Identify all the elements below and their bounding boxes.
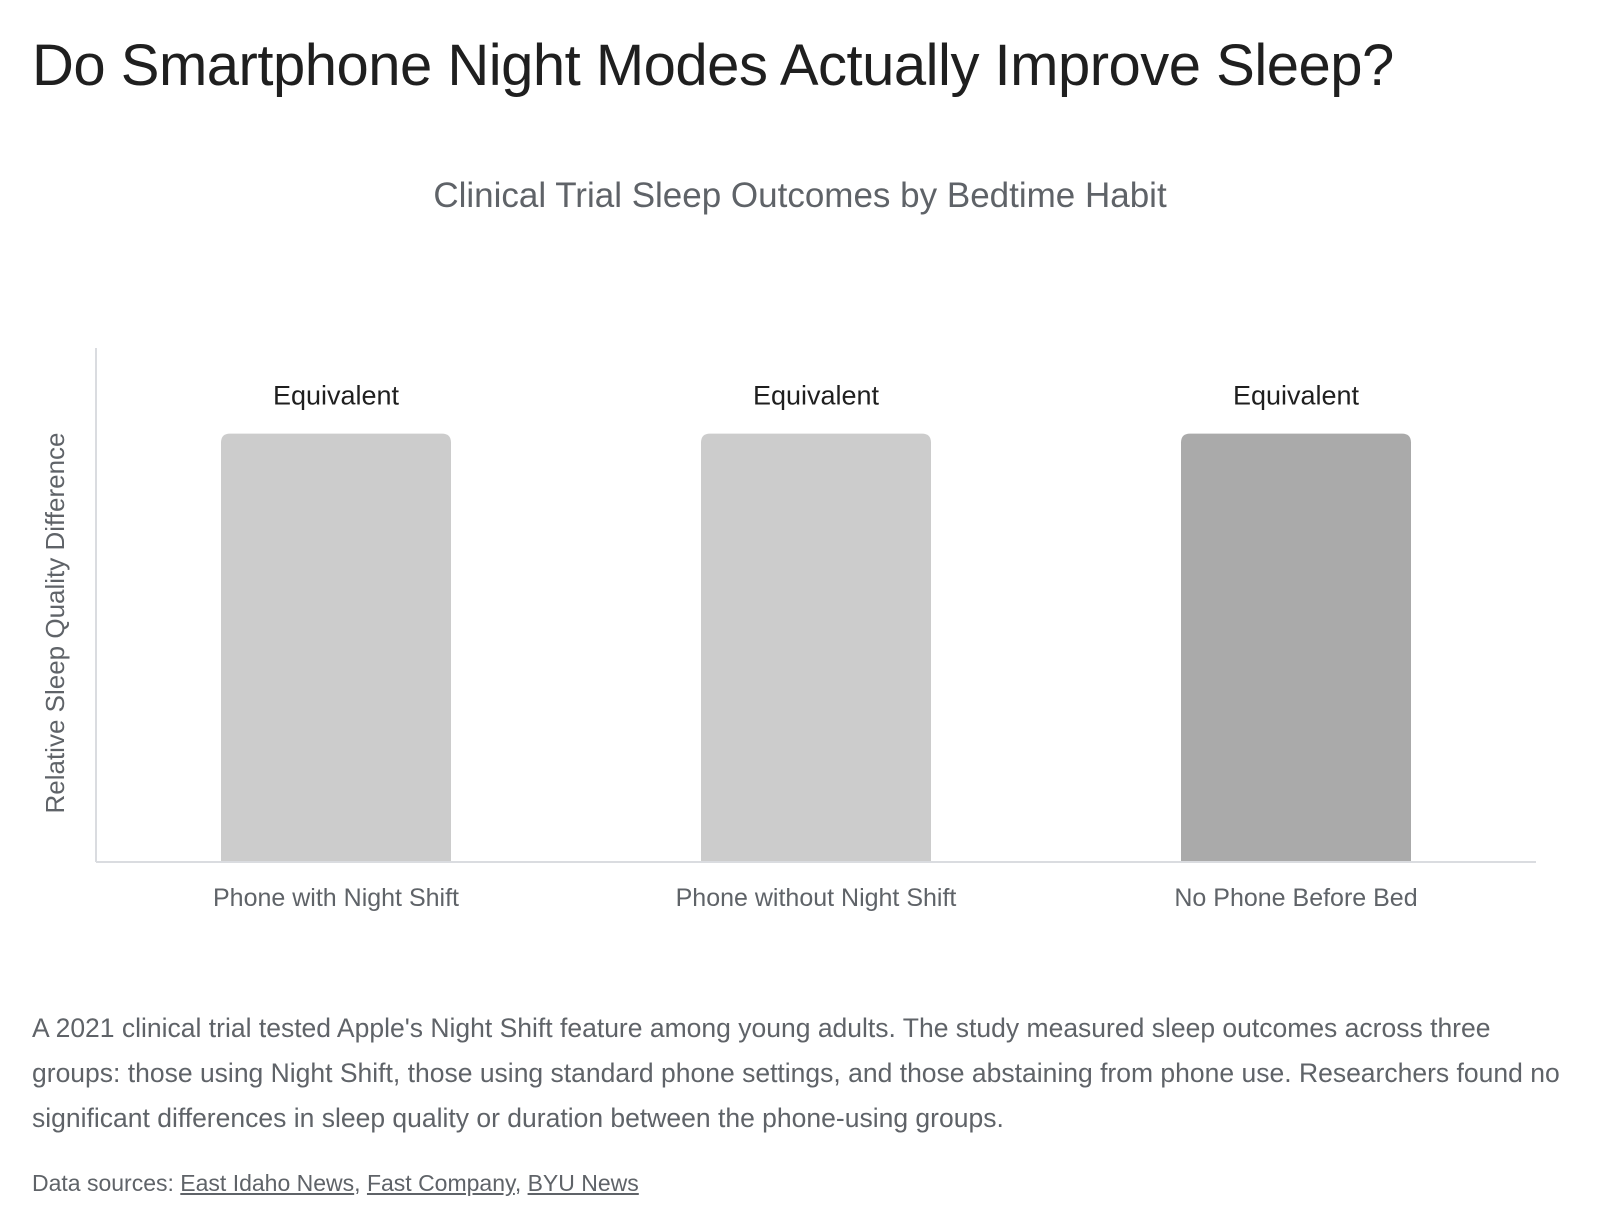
x-tick-label: No Phone Before Bed [1174,884,1417,912]
source-link-east-idaho-news[interactable]: East Idaho News [180,1170,355,1196]
sources-separator: , [354,1170,367,1196]
x-tick-label: Phone with Night Shift [213,884,459,912]
bar-phone-with-night-shift [221,433,451,862]
source-link-byu-news[interactable]: BYU News [527,1170,639,1196]
bar-no-phone-before-bed [1181,433,1411,862]
data-sources: Data sources: East Idaho News, Fast Comp… [32,1168,639,1198]
sources-separator: , [514,1170,528,1196]
bar-data-label: Equivalent [273,381,400,411]
sources-prefix: Data sources: [32,1170,181,1196]
bar-chart: Equivalent Equivalent Equivalent Phone wit… [95,348,1536,912]
bar-data-label: Equivalent [1233,381,1360,411]
data-labels-group: Equivalent Equivalent Equivalent [273,381,1360,411]
chart-description: A 2021 clinical trial tested Apple's Nig… [32,1013,1560,1133]
bars-group [221,433,1411,862]
x-tick-label: Phone without Night Shift [676,884,957,912]
bar-data-label: Equivalent [753,381,880,411]
chart-title: Clinical Trial Sleep Outcomes by Bedtime… [433,176,1167,215]
x-tick-labels-group: Phone with Night Shift Phone without Nigh… [213,884,1418,912]
page-title: Do Smartphone Night Modes Actually Impro… [32,33,1394,98]
bar-phone-without-night-shift [701,433,931,862]
source-link-fast-company[interactable]: Fast Company [366,1170,515,1196]
